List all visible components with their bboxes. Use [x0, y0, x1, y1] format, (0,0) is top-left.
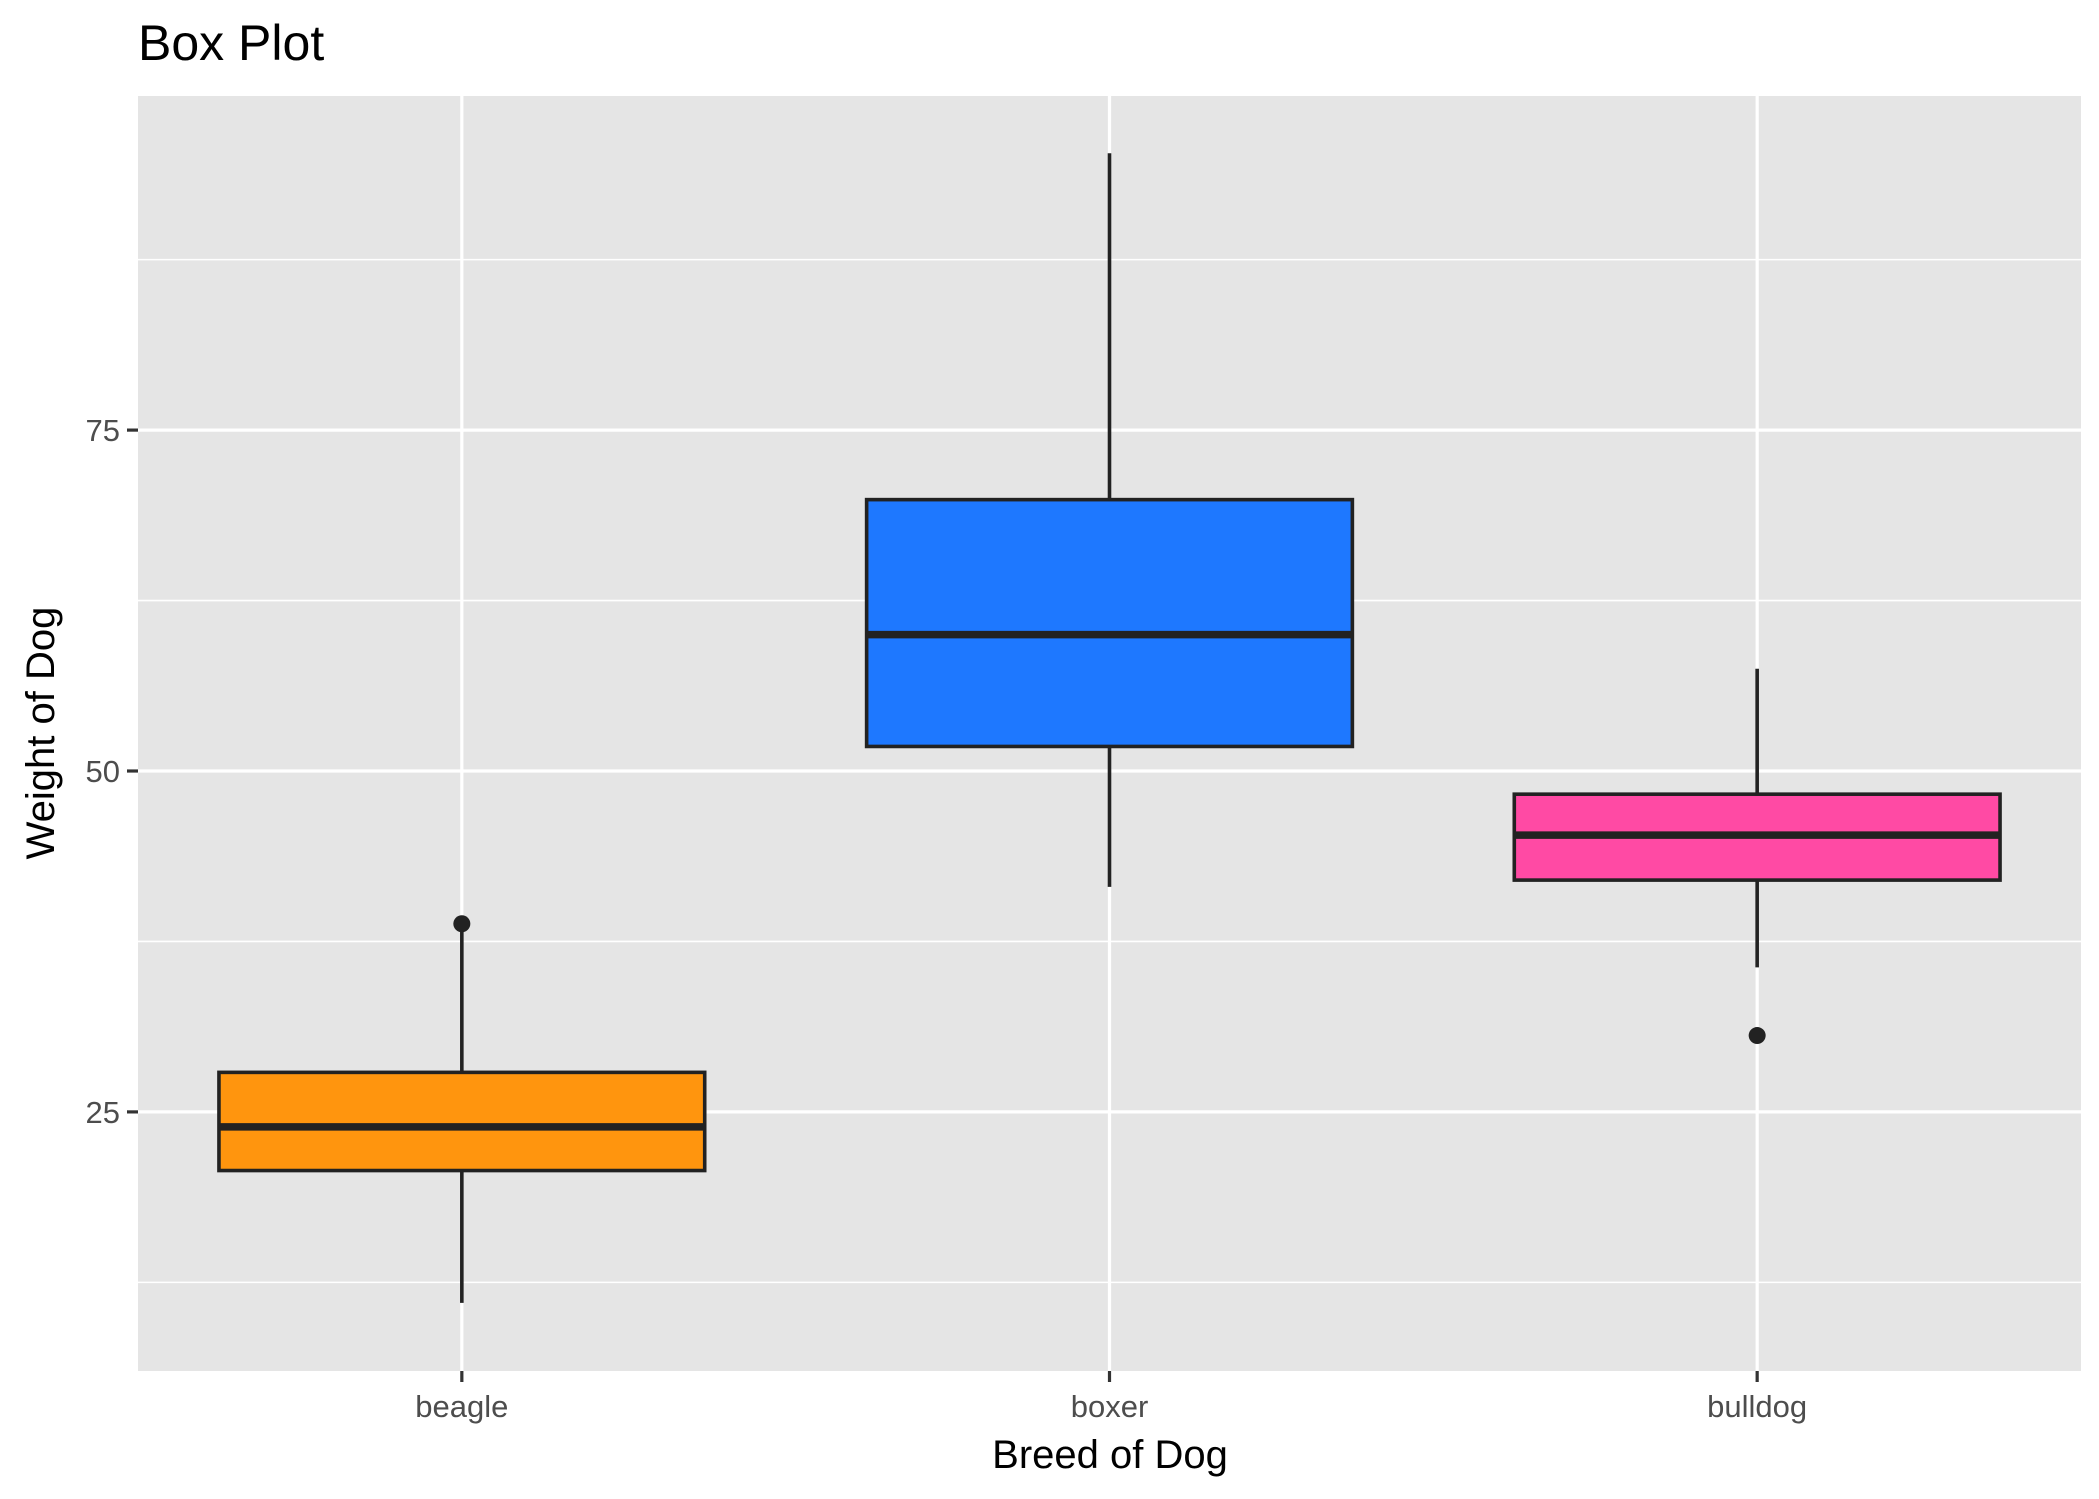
- boxes: [217, 153, 2002, 1303]
- box-beagle: [217, 915, 707, 1303]
- y-axis-title: Weight of Dog: [19, 607, 63, 860]
- box-body: [864, 497, 1355, 749]
- y-tick-label: 25: [86, 1095, 120, 1130]
- x-axis: beagle boxer bulldog: [415, 1371, 1807, 1424]
- y-tick-label: 75: [86, 413, 120, 448]
- box-bulldog: [1512, 668, 2002, 1045]
- chart-title: Box Plot: [138, 15, 324, 71]
- x-tick-label: beagle: [415, 1389, 508, 1424]
- y-tick-label: 50: [86, 754, 120, 789]
- box-boxer: [864, 153, 1355, 887]
- outlier-point: [453, 915, 471, 933]
- x-tick-label: boxer: [1071, 1389, 1149, 1424]
- box-body: [217, 1070, 707, 1173]
- x-axis-title: Breed of Dog: [992, 1433, 1228, 1477]
- outlier-point: [1748, 1027, 1766, 1045]
- y-axis: 25 50 75: [86, 413, 138, 1130]
- x-tick-label: bulldog: [1707, 1389, 1807, 1424]
